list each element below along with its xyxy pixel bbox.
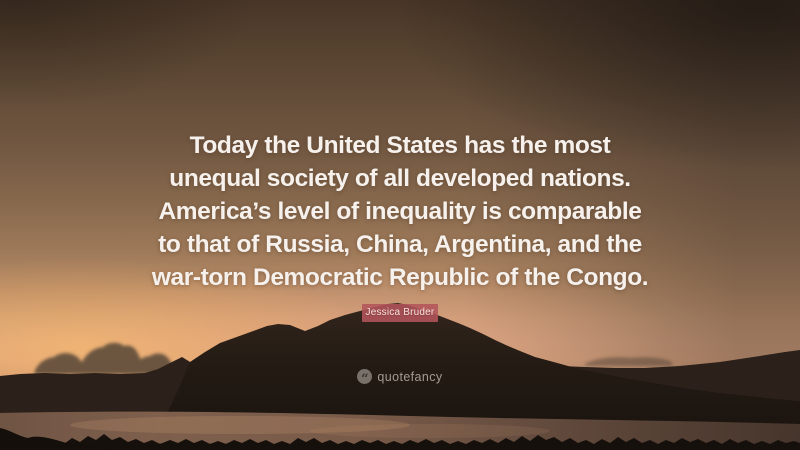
quote-line: America’s level of inequality is compara… <box>158 198 642 225</box>
quote-line: unequal society of all developed nations… <box>169 165 631 192</box>
quote-line: to that of Russia, China, Argentina, and… <box>158 231 642 258</box>
water-highlight <box>310 424 550 438</box>
watermark-brand-name: quotefancy <box>377 369 443 384</box>
quotefancy-watermark: “ quotefancy <box>0 369 800 386</box>
foreground-bushes <box>0 428 130 450</box>
mountain-silhouette <box>150 303 800 450</box>
water-reflection <box>0 411 800 447</box>
double-quote-icon: “ <box>357 369 373 386</box>
water-highlight <box>70 416 410 434</box>
treeline-silhouette <box>0 434 800 450</box>
quote-line: Today the United States has the most <box>189 132 611 159</box>
quote-line: war-torn Democratic Republic of the Cong… <box>151 264 649 291</box>
cloud-silhouettes <box>34 342 672 374</box>
quote-text-block: Today the United States has the most une… <box>0 129 800 294</box>
author-attribution-badge: Jessica Bruder <box>362 304 438 322</box>
